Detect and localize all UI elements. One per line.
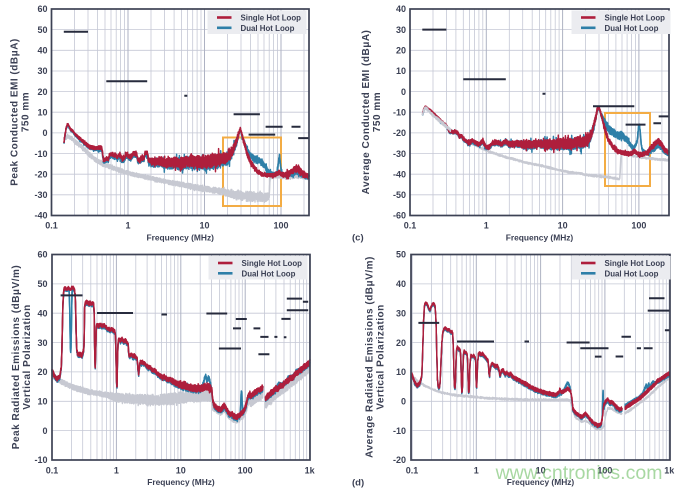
svg-text:Average Conducted EMI (dBμA): Average Conducted EMI (dBμA) <box>361 30 372 195</box>
svg-text:-20: -20 <box>34 169 47 179</box>
svg-text:50: 50 <box>396 250 406 260</box>
svg-text:1: 1 <box>125 221 130 231</box>
svg-text:40: 40 <box>37 46 47 56</box>
svg-text:-20: -20 <box>393 128 406 138</box>
svg-text:0.1: 0.1 <box>406 466 419 476</box>
svg-text:0: 0 <box>42 426 47 436</box>
svg-text:0: 0 <box>401 397 406 407</box>
svg-text:0.1: 0.1 <box>404 221 417 231</box>
svg-text:1: 1 <box>484 221 489 231</box>
svg-text:-30: -30 <box>34 190 47 200</box>
svg-text:-30: -30 <box>393 149 406 159</box>
svg-text:-10: -10 <box>34 149 47 159</box>
svg-text:-60: -60 <box>393 211 406 221</box>
svg-text:0: 0 <box>401 87 406 97</box>
svg-text:100: 100 <box>597 466 612 476</box>
svg-text:Dual Hot Loop: Dual Hot Loop <box>241 24 295 33</box>
svg-text:10: 10 <box>536 466 546 476</box>
svg-text:750 mm: 750 mm <box>372 92 383 132</box>
svg-text:Single Hot Loop: Single Hot Loop <box>242 259 303 268</box>
svg-text:1: 1 <box>474 466 479 476</box>
svg-text:-50: -50 <box>393 190 406 200</box>
svg-text:1k: 1k <box>305 466 316 476</box>
svg-text:-10: -10 <box>393 426 406 436</box>
svg-text:Vertical Polarization: Vertical Polarization <box>22 304 33 410</box>
svg-text:20: 20 <box>37 367 47 377</box>
svg-text:Vertical Polarization: Vertical Polarization <box>376 304 387 410</box>
svg-text:100: 100 <box>273 221 288 231</box>
svg-text:Peak Conducted EMI (dBμA): Peak Conducted EMI (dBμA) <box>10 38 21 186</box>
svg-text:Dual Hot Loop: Dual Hot Loop <box>242 269 296 278</box>
svg-text:-40: -40 <box>34 211 47 221</box>
svg-text:40: 40 <box>396 279 406 289</box>
svg-text:0: 0 <box>42 128 47 138</box>
svg-text:20: 20 <box>396 338 406 348</box>
svg-text:Single Hot Loop: Single Hot Loop <box>241 14 302 23</box>
svg-text:Single Hot Loop: Single Hot Loop <box>605 259 666 268</box>
svg-text:Average Radiated Emissions (dB: Average Radiated Emissions (dBμV/m) <box>365 256 376 458</box>
svg-text:30: 30 <box>37 338 47 348</box>
svg-text:(d): (d) <box>352 478 364 489</box>
svg-text:-20: -20 <box>393 455 406 465</box>
svg-text:Frequency (MHz): Frequency (MHz) <box>506 233 574 243</box>
svg-text:40: 40 <box>37 308 47 318</box>
svg-text:1k: 1k <box>664 466 675 476</box>
svg-text:10: 10 <box>558 221 568 231</box>
svg-text:Single Hot Loop: Single Hot Loop <box>605 14 666 23</box>
svg-text:Dual Hot Loop: Dual Hot Loop <box>605 269 659 278</box>
svg-text:-40: -40 <box>393 169 406 179</box>
svg-text:10: 10 <box>37 397 47 407</box>
svg-text:Peak Radiated Emissions (dBμV/: Peak Radiated Emissions (dBμV/m) <box>11 265 22 449</box>
svg-text:20: 20 <box>37 87 47 97</box>
svg-text:10: 10 <box>396 367 406 377</box>
svg-text:-10: -10 <box>34 455 47 465</box>
svg-text:40: 40 <box>396 4 406 14</box>
svg-text:-10: -10 <box>393 108 406 118</box>
svg-text:Dual Hot Loop: Dual Hot Loop <box>605 24 659 33</box>
svg-text:750 mm: 750 mm <box>21 92 32 132</box>
svg-text:30: 30 <box>37 66 47 76</box>
svg-text:60: 60 <box>37 250 47 260</box>
svg-text:10: 10 <box>176 466 186 476</box>
svg-text:(c): (c) <box>352 233 364 244</box>
svg-text:Frequency (MHz): Frequency (MHz) <box>146 233 214 243</box>
svg-text:0.1: 0.1 <box>46 466 59 476</box>
svg-text:10: 10 <box>199 221 209 231</box>
svg-text:30: 30 <box>396 308 406 318</box>
svg-text:1: 1 <box>114 466 119 476</box>
svg-text:60: 60 <box>37 4 47 14</box>
svg-text:0.1: 0.1 <box>45 221 58 231</box>
svg-text:10: 10 <box>37 108 47 118</box>
svg-text:50: 50 <box>37 279 47 289</box>
svg-text:50: 50 <box>37 25 47 35</box>
svg-text:10: 10 <box>396 66 406 76</box>
svg-text:www.cntronics.com: www.cntronics.com <box>495 462 663 484</box>
svg-text:Frequency (MHz): Frequency (MHz) <box>507 477 575 487</box>
svg-text:100: 100 <box>631 221 646 231</box>
svg-text:100: 100 <box>238 466 253 476</box>
svg-text:Frequency (MHz): Frequency (MHz) <box>147 477 215 487</box>
svg-text:30: 30 <box>396 25 406 35</box>
svg-text:20: 20 <box>396 46 406 56</box>
